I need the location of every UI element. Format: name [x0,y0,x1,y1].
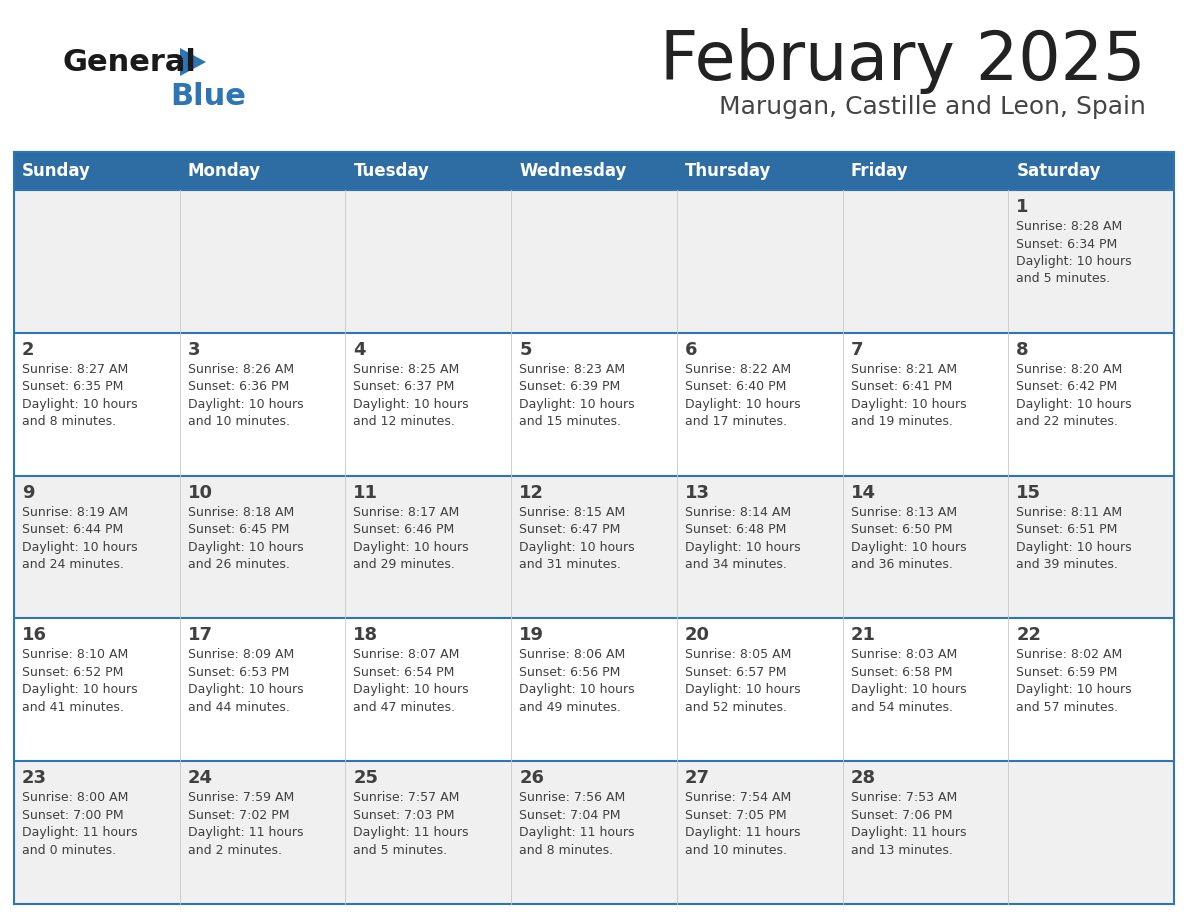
Bar [346,152,511,190]
Text: 25: 25 [353,769,379,788]
Text: Wednesday: Wednesday [519,162,626,180]
Text: 4: 4 [353,341,366,359]
Text: 5: 5 [519,341,532,359]
Text: Sunrise: 8:20 AM
Sunset: 6:42 PM
Daylight: 10 hours
and 22 minutes.: Sunrise: 8:20 AM Sunset: 6:42 PM Dayligh… [1016,363,1132,429]
Text: Sunrise: 8:18 AM
Sunset: 6:45 PM
Daylight: 10 hours
and 26 minutes.: Sunrise: 8:18 AM Sunset: 6:45 PM Dayligh… [188,506,303,571]
Text: General: General [62,48,196,77]
Bar [14,476,1174,619]
Text: Sunrise: 8:26 AM
Sunset: 6:36 PM
Daylight: 10 hours
and 10 minutes.: Sunrise: 8:26 AM Sunset: 6:36 PM Dayligh… [188,363,303,429]
Text: 20: 20 [684,626,710,644]
Text: February 2025: February 2025 [661,28,1146,94]
Text: 18: 18 [353,626,379,644]
Text: 26: 26 [519,769,544,788]
Text: Sunrise: 7:59 AM
Sunset: 7:02 PM
Daylight: 11 hours
and 2 minutes.: Sunrise: 7:59 AM Sunset: 7:02 PM Dayligh… [188,791,303,856]
Text: 8: 8 [1016,341,1029,359]
Bar [14,761,1174,904]
Text: Sunrise: 8:09 AM
Sunset: 6:53 PM
Daylight: 10 hours
and 44 minutes.: Sunrise: 8:09 AM Sunset: 6:53 PM Dayligh… [188,648,303,714]
Text: Sunrise: 8:21 AM
Sunset: 6:41 PM
Daylight: 10 hours
and 19 minutes.: Sunrise: 8:21 AM Sunset: 6:41 PM Dayligh… [851,363,966,429]
Text: Sunrise: 8:23 AM
Sunset: 6:39 PM
Daylight: 10 hours
and 15 minutes.: Sunrise: 8:23 AM Sunset: 6:39 PM Dayligh… [519,363,634,429]
Text: 15: 15 [1016,484,1042,501]
Text: Sunrise: 8:03 AM
Sunset: 6:58 PM
Daylight: 10 hours
and 54 minutes.: Sunrise: 8:03 AM Sunset: 6:58 PM Dayligh… [851,648,966,714]
Text: Sunrise: 8:11 AM
Sunset: 6:51 PM
Daylight: 10 hours
and 39 minutes.: Sunrise: 8:11 AM Sunset: 6:51 PM Dayligh… [1016,506,1132,571]
Bar [1009,152,1174,190]
Text: Sunrise: 8:19 AM
Sunset: 6:44 PM
Daylight: 10 hours
and 24 minutes.: Sunrise: 8:19 AM Sunset: 6:44 PM Dayligh… [23,506,138,571]
Text: 16: 16 [23,626,48,644]
Text: 12: 12 [519,484,544,501]
Text: Blue: Blue [170,82,246,111]
Text: 24: 24 [188,769,213,788]
Text: Sunrise: 8:25 AM
Sunset: 6:37 PM
Daylight: 10 hours
and 12 minutes.: Sunrise: 8:25 AM Sunset: 6:37 PM Dayligh… [353,363,469,429]
Bar [14,333,1174,476]
Polygon shape [181,48,206,76]
Text: Monday: Monday [188,162,261,180]
Text: 21: 21 [851,626,876,644]
Text: 6: 6 [684,341,697,359]
Text: Sunrise: 7:53 AM
Sunset: 7:06 PM
Daylight: 11 hours
and 13 minutes.: Sunrise: 7:53 AM Sunset: 7:06 PM Dayligh… [851,791,966,856]
Text: Friday: Friday [851,162,908,180]
Text: 17: 17 [188,626,213,644]
Text: 19: 19 [519,626,544,644]
Text: 22: 22 [1016,626,1042,644]
Text: Sunrise: 8:28 AM
Sunset: 6:34 PM
Daylight: 10 hours
and 5 minutes.: Sunrise: 8:28 AM Sunset: 6:34 PM Dayligh… [1016,220,1132,285]
Text: 28: 28 [851,769,876,788]
Text: Sunrise: 8:05 AM
Sunset: 6:57 PM
Daylight: 10 hours
and 52 minutes.: Sunrise: 8:05 AM Sunset: 6:57 PM Dayligh… [684,648,801,714]
Bar [677,152,842,190]
Text: 23: 23 [23,769,48,788]
Text: Sunrise: 8:13 AM
Sunset: 6:50 PM
Daylight: 10 hours
and 36 minutes.: Sunrise: 8:13 AM Sunset: 6:50 PM Dayligh… [851,506,966,571]
Text: 11: 11 [353,484,379,501]
Text: 14: 14 [851,484,876,501]
Text: Sunrise: 8:22 AM
Sunset: 6:40 PM
Daylight: 10 hours
and 17 minutes.: Sunrise: 8:22 AM Sunset: 6:40 PM Dayligh… [684,363,801,429]
Text: Sunrise: 7:54 AM
Sunset: 7:05 PM
Daylight: 11 hours
and 10 minutes.: Sunrise: 7:54 AM Sunset: 7:05 PM Dayligh… [684,791,801,856]
Text: Tuesday: Tuesday [353,162,429,180]
Bar [14,619,1174,761]
Text: 10: 10 [188,484,213,501]
Text: Saturday: Saturday [1016,162,1101,180]
Text: Sunrise: 8:15 AM
Sunset: 6:47 PM
Daylight: 10 hours
and 31 minutes.: Sunrise: 8:15 AM Sunset: 6:47 PM Dayligh… [519,506,634,571]
Text: 9: 9 [23,484,34,501]
Text: Sunrise: 8:10 AM
Sunset: 6:52 PM
Daylight: 10 hours
and 41 minutes.: Sunrise: 8:10 AM Sunset: 6:52 PM Dayligh… [23,648,138,714]
Text: 27: 27 [684,769,710,788]
Text: 3: 3 [188,341,201,359]
Text: Sunrise: 8:17 AM
Sunset: 6:46 PM
Daylight: 10 hours
and 29 minutes.: Sunrise: 8:17 AM Sunset: 6:46 PM Dayligh… [353,506,469,571]
Text: Sunrise: 7:57 AM
Sunset: 7:03 PM
Daylight: 11 hours
and 5 minutes.: Sunrise: 7:57 AM Sunset: 7:03 PM Dayligh… [353,791,469,856]
Text: 7: 7 [851,341,862,359]
Text: Sunrise: 8:27 AM
Sunset: 6:35 PM
Daylight: 10 hours
and 8 minutes.: Sunrise: 8:27 AM Sunset: 6:35 PM Dayligh… [23,363,138,429]
Bar [14,190,1174,333]
Bar [842,152,1009,190]
Text: Sunrise: 8:00 AM
Sunset: 7:00 PM
Daylight: 11 hours
and 0 minutes.: Sunrise: 8:00 AM Sunset: 7:00 PM Dayligh… [23,791,138,856]
Text: Marugan, Castille and Leon, Spain: Marugan, Castille and Leon, Spain [719,95,1146,119]
Text: Sunrise: 8:14 AM
Sunset: 6:48 PM
Daylight: 10 hours
and 34 minutes.: Sunrise: 8:14 AM Sunset: 6:48 PM Dayligh… [684,506,801,571]
Text: 1: 1 [1016,198,1029,216]
Text: Sunrise: 7:56 AM
Sunset: 7:04 PM
Daylight: 11 hours
and 8 minutes.: Sunrise: 7:56 AM Sunset: 7:04 PM Dayligh… [519,791,634,856]
Text: Sunrise: 8:06 AM
Sunset: 6:56 PM
Daylight: 10 hours
and 49 minutes.: Sunrise: 8:06 AM Sunset: 6:56 PM Dayligh… [519,648,634,714]
Text: 2: 2 [23,341,34,359]
Text: 13: 13 [684,484,710,501]
Text: Sunrise: 8:02 AM
Sunset: 6:59 PM
Daylight: 10 hours
and 57 minutes.: Sunrise: 8:02 AM Sunset: 6:59 PM Dayligh… [1016,648,1132,714]
Text: Sunrise: 8:07 AM
Sunset: 6:54 PM
Daylight: 10 hours
and 47 minutes.: Sunrise: 8:07 AM Sunset: 6:54 PM Dayligh… [353,648,469,714]
Bar [179,152,346,190]
Bar [14,152,179,190]
Bar [511,152,677,190]
Text: Sunday: Sunday [23,162,90,180]
Text: Thursday: Thursday [684,162,771,180]
